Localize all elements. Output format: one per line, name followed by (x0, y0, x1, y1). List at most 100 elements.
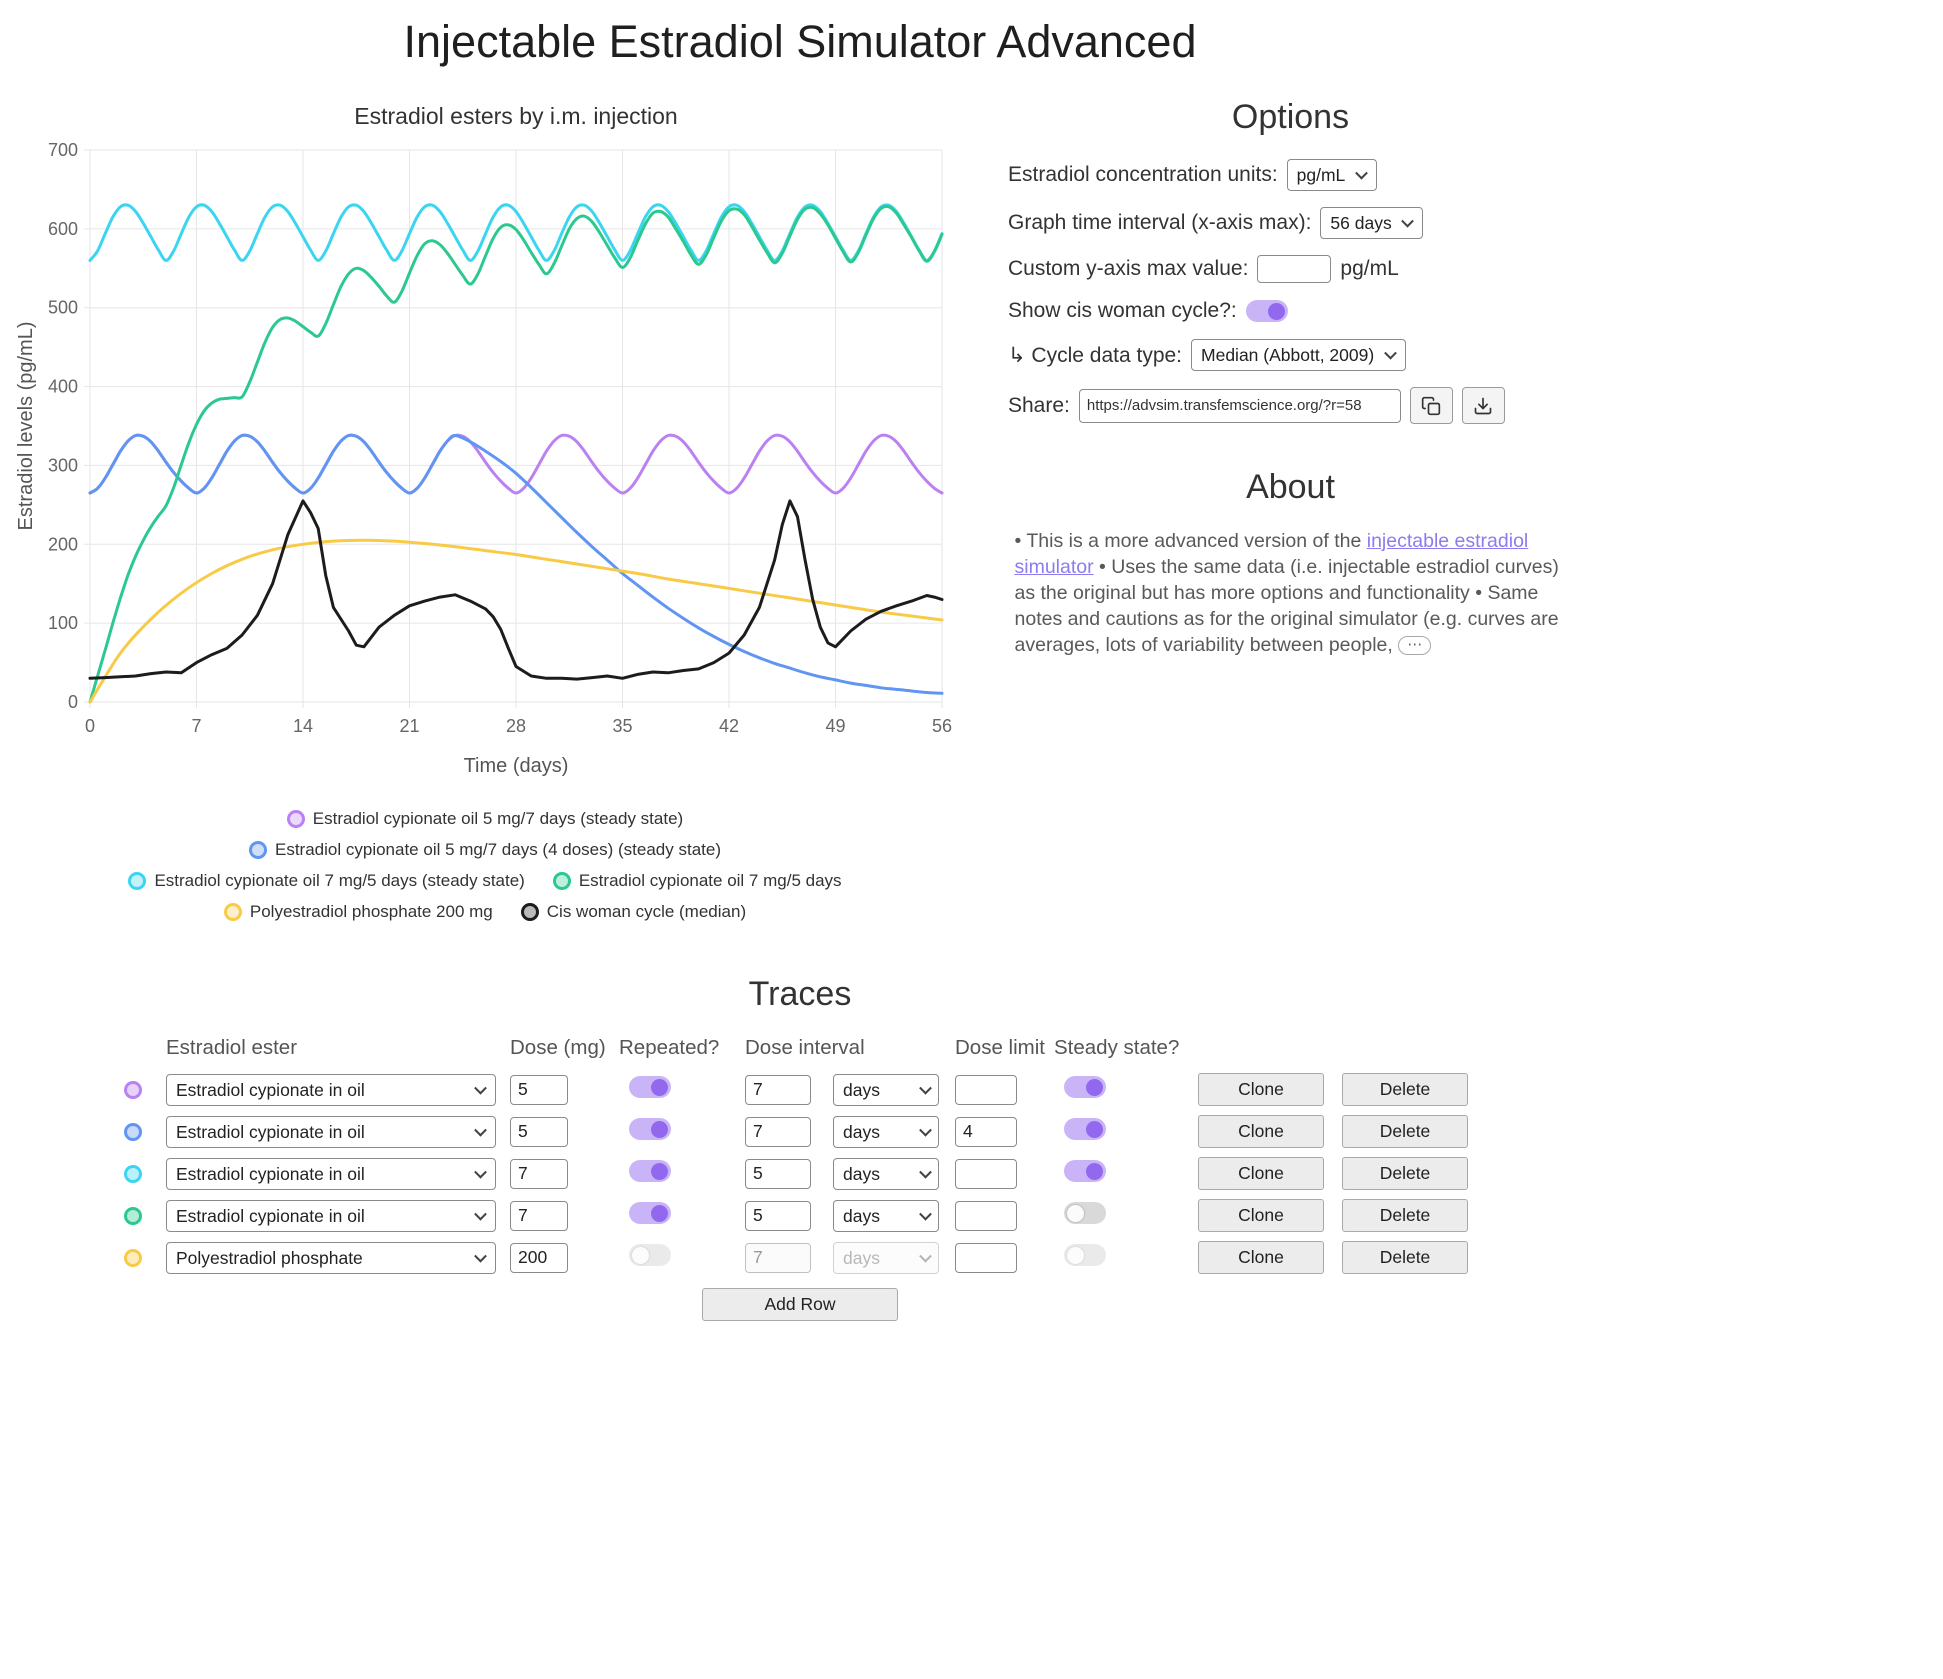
clone-button[interactable]: Clone (1198, 1073, 1324, 1106)
interval-unit-select[interactable]: days (833, 1073, 939, 1106)
col-header-steady: Steady state? (1054, 1036, 1180, 1059)
ymax-input[interactable] (1257, 255, 1332, 283)
dose-interval-input[interactable] (745, 1242, 811, 1273)
interval-unit-select[interactable]: days (833, 1157, 939, 1190)
dose-input[interactable] (510, 1200, 568, 1231)
dose-limit-input[interactable] (955, 1242, 1017, 1273)
delete-button[interactable]: Delete (1342, 1115, 1468, 1148)
legend-label: Cis woman cycle (median) (546, 902, 747, 921)
clone-button[interactable]: Clone (1198, 1157, 1324, 1190)
steady-state-toggle[interactable] (1064, 1160, 1106, 1182)
steady-state-toggle[interactable] (1064, 1076, 1106, 1098)
dose-input[interactable] (510, 1242, 568, 1273)
legend-item[interactable]: Estradiol cypionate oil 7 mg/5 days (552, 871, 842, 891)
dose-interval-input[interactable] (745, 1116, 811, 1147)
dose-limit-input[interactable] (955, 1200, 1017, 1231)
about-text-part1: • This is a more advanced version of the (1014, 530, 1367, 552)
trace-color-marker (124, 1248, 142, 1267)
copy-icon (1422, 396, 1441, 415)
page-title: Injectable Estradiol Simulator Advanced (403, 16, 1197, 67)
interval-unit-select[interactable]: days (833, 1199, 939, 1232)
trace-color-marker (124, 1122, 142, 1141)
copy-link-button[interactable] (1409, 387, 1453, 424)
time-interval-label: Graph time interval (x-axis max): (1008, 211, 1312, 234)
share-url-input[interactable] (1078, 388, 1401, 423)
time-interval-select[interactable]: 56 days (1320, 207, 1424, 239)
steady-state-toggle[interactable] (1064, 1118, 1106, 1140)
legend-marker (249, 841, 267, 859)
chart-title: Estradiol esters by i.m. injection (354, 103, 677, 129)
dose-limit-input[interactable] (955, 1074, 1017, 1105)
legend-label: Estradiol cypionate oil 5 mg/7 days (ste… (312, 809, 684, 828)
x-tick-label: 21 (399, 716, 419, 736)
interval-unit-select[interactable]: days (833, 1115, 939, 1148)
page-wrapper: Injectable Estradiol Simulator Advanced … (10, 16, 1590, 1321)
steady-state-toggle[interactable] (1064, 1202, 1106, 1224)
dose-input[interactable] (510, 1116, 568, 1147)
delete-button[interactable]: Delete (1342, 1199, 1468, 1232)
download-icon (1475, 397, 1492, 414)
interval-unit-select[interactable]: days (833, 1241, 939, 1274)
clone-button[interactable]: Clone (1198, 1115, 1324, 1148)
options-heading: Options (1231, 98, 1350, 136)
legend-label: Estradiol cypionate oil 7 mg/5 days (ste… (154, 871, 525, 890)
repeated-toggle[interactable] (629, 1244, 671, 1266)
dose-interval-input[interactable] (745, 1158, 811, 1189)
ymax-suffix: pg/mL (1340, 257, 1399, 280)
steady-state-toggle[interactable] (1064, 1244, 1106, 1266)
y-tick-label: 100 (48, 613, 78, 633)
dose-limit-input[interactable] (955, 1116, 1017, 1147)
ymax-label: Custom y-axis max value: (1008, 257, 1249, 280)
dose-interval-input[interactable] (745, 1074, 811, 1105)
show-cycle-row: Show cis woman cycle?: (1008, 299, 1573, 323)
dose-input[interactable] (510, 1074, 568, 1105)
legend-item[interactable]: Estradiol cypionate oil 5 mg/7 days (4 d… (249, 840, 721, 860)
share-row: Share: (1008, 387, 1573, 424)
ymax-row: Custom y-axis max value: pg/mL (1008, 255, 1573, 283)
repeated-toggle[interactable] (629, 1160, 671, 1182)
about-heading: About (1246, 468, 1335, 506)
dose-input[interactable] (510, 1158, 568, 1189)
legend-label: Estradiol cypionate oil 7 mg/5 days (578, 871, 842, 890)
ester-select[interactable]: Estradiol cypionate in oil (166, 1199, 496, 1232)
x-tick-label: 56 (932, 716, 952, 736)
delete-button[interactable]: Delete (1342, 1157, 1468, 1190)
traces-heading: Traces (748, 975, 852, 1013)
trace-color-marker (124, 1080, 142, 1099)
clone-button[interactable]: Clone (1198, 1241, 1324, 1274)
ester-select[interactable]: Estradiol cypionate in oil (166, 1115, 496, 1148)
repeated-toggle[interactable] (629, 1202, 671, 1224)
legend-item[interactable]: Estradiol cypionate oil 5 mg/7 days (ste… (286, 809, 684, 829)
expand-about-button[interactable]: ⋯ (1398, 635, 1432, 655)
units-select[interactable]: pg/mL (1286, 159, 1377, 191)
clone-button[interactable]: Clone (1198, 1199, 1324, 1232)
cycle-type-select[interactable]: Median (Abbott, 2009) (1191, 339, 1407, 371)
delete-button[interactable]: Delete (1342, 1073, 1468, 1106)
traces-section: Traces Estradiol ester Dose (mg) Repeate… (10, 975, 1590, 1321)
legend-item[interactable]: Polyestradiol phosphate 200 mg (223, 902, 493, 922)
add-row-button[interactable]: Add Row (702, 1288, 898, 1321)
time-interval-row: Graph time interval (x-axis max): 56 day… (1008, 207, 1573, 239)
injectable-simulator-link[interactable]: injectable estradiol simulator (1014, 530, 1529, 578)
dose-interval-input[interactable] (745, 1200, 811, 1231)
delete-button[interactable]: Delete (1342, 1241, 1468, 1274)
y-tick-label: 700 (48, 140, 78, 160)
chart-series-5 (88, 538, 944, 704)
x-tick-label: 28 (506, 716, 526, 736)
legend-item[interactable]: Cis woman cycle (median) (520, 902, 747, 922)
traces-header-row: Estradiol ester Dose (mg) Repeated? Dose… (114, 1036, 1486, 1060)
legend-item[interactable]: Estradiol cypionate oil 7 mg/5 days (ste… (128, 871, 525, 891)
ester-select[interactable]: Polyestradiol phosphate (166, 1241, 496, 1274)
ester-select[interactable]: Estradiol cypionate in oil (166, 1157, 496, 1190)
x-tick-label: 7 (191, 716, 201, 736)
y-tick-label: 0 (68, 692, 78, 712)
repeated-toggle[interactable] (629, 1076, 671, 1098)
repeated-toggle[interactable] (629, 1118, 671, 1140)
y-tick-label: 600 (48, 219, 78, 239)
download-button[interactable] (1461, 387, 1505, 424)
dose-limit-input[interactable] (955, 1158, 1017, 1189)
show-cycle-toggle[interactable] (1245, 300, 1288, 322)
legend-marker (552, 872, 571, 890)
about-text: • This is a more advanced version of the… (1015, 529, 1567, 659)
ester-select[interactable]: Estradiol cypionate in oil (166, 1073, 496, 1106)
